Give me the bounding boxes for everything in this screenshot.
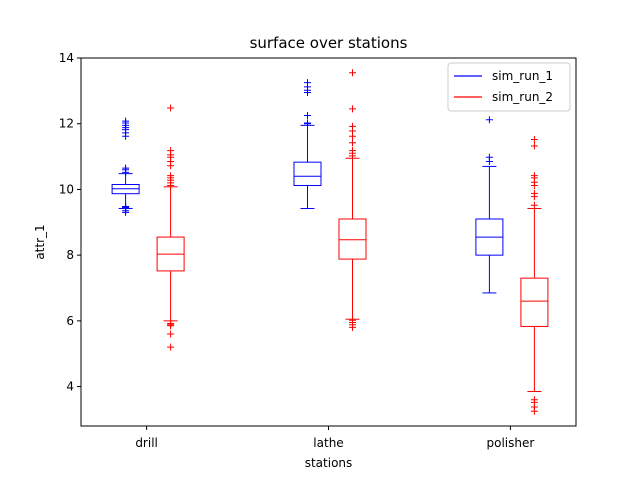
outlier-marker — [167, 172, 175, 180]
outlier-marker — [304, 119, 311, 127]
box-sim-run-2-polisher — [520, 135, 549, 415]
x-tick-label: lathe — [313, 436, 343, 450]
outlier-marker — [349, 316, 356, 324]
outlier-marker — [122, 203, 130, 211]
y-axis-label: attr_1 — [33, 224, 47, 259]
legend-frame — [447, 62, 571, 112]
outlier-marker — [167, 343, 175, 351]
outlier-marker — [304, 112, 311, 119]
outlier-marker — [530, 189, 538, 197]
outlier-marker — [485, 116, 493, 124]
outlier-marker — [304, 79, 311, 87]
box-sim-run-2-lathe — [338, 69, 367, 331]
outlier-marker — [122, 117, 130, 125]
outlier-marker — [167, 104, 175, 112]
box-sim-run-1-polisher — [475, 116, 504, 294]
outlier-marker — [167, 147, 175, 155]
outlier-marker — [167, 319, 175, 327]
outlier-marker — [530, 201, 538, 209]
outlier-marker — [530, 142, 538, 150]
outlier-marker — [349, 147, 356, 155]
x-axis-label: stations — [305, 456, 353, 470]
plot-area — [81, 58, 576, 426]
y-tick-label: 12 — [59, 117, 74, 131]
outlier-marker — [349, 105, 356, 113]
x-tick-label: drill — [135, 436, 158, 450]
y-tick-label: 10 — [59, 182, 74, 196]
y-tick-label: 14 — [59, 51, 74, 65]
plot-frame — [80, 57, 577, 427]
box-sim-run-1-drill — [111, 117, 140, 216]
x-axis-ticks: drill lathe polisher — [135, 426, 534, 450]
legend-label-sim-run-2: sim_run_2 — [492, 90, 553, 104]
x-tick-label: polisher — [486, 436, 534, 450]
legend-label-sim-run-1: sim_run_1 — [492, 69, 553, 83]
outlier-marker — [167, 330, 175, 338]
y-axis-ticks: 4 6 8 10 12 14 — [59, 51, 81, 394]
outlier-marker — [122, 164, 130, 172]
y-tick-label: 8 — [66, 248, 74, 262]
outlier-marker — [349, 69, 356, 77]
chart-title: surface over stations — [250, 34, 408, 52]
outlier-marker — [349, 122, 356, 130]
y-tick-label: 6 — [66, 314, 74, 328]
outlier-marker — [530, 396, 538, 404]
box-sim-run-2-drill — [156, 104, 185, 351]
outlier-marker — [530, 135, 538, 143]
y-tick-label: 4 — [66, 380, 74, 394]
boxes-layer — [111, 69, 549, 415]
outlier-marker — [530, 172, 538, 180]
outlier-marker — [485, 153, 493, 161]
box-sim-run-1-lathe — [293, 79, 322, 209]
legend: sim_run_1 sim_run_2 — [447, 62, 571, 112]
outlier-marker — [349, 139, 356, 147]
